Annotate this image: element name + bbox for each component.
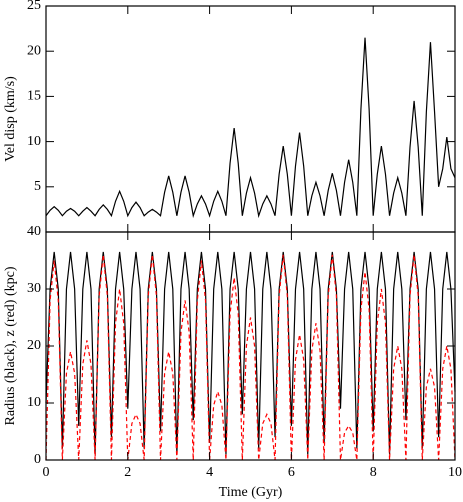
y-tick-label: 15 xyxy=(27,89,41,104)
x-tick-label: 4 xyxy=(206,465,213,480)
x-tick-label: 8 xyxy=(370,465,377,480)
plot-frame xyxy=(45,231,456,461)
y-axis-label: Radius (black), z (red) (kpc) xyxy=(3,266,18,425)
series-line xyxy=(45,254,456,461)
x-axis-label: Time (Gyr) xyxy=(219,485,283,500)
y-tick-label: 20 xyxy=(27,43,41,58)
y-tick-label: 0 xyxy=(34,452,41,467)
y-tick-label: 10 xyxy=(27,395,41,410)
y-axis-label: Vel disp (km/s) xyxy=(3,76,18,162)
series-line xyxy=(45,251,456,455)
y-tick-label: 40 xyxy=(27,224,41,239)
x-tick-label: 0 xyxy=(43,465,50,480)
plot-frame xyxy=(45,5,456,233)
y-tick-label: 5 xyxy=(34,179,41,194)
y-tick-label: 30 xyxy=(27,281,41,296)
x-tick-label: 6 xyxy=(288,465,295,480)
x-tick-label: 10 xyxy=(448,465,462,480)
series-line xyxy=(45,37,456,219)
y-tick-label: 20 xyxy=(27,338,41,353)
y-tick-label: 10 xyxy=(27,134,41,149)
y-tick-label: 25 xyxy=(27,0,41,13)
x-tick-label: 2 xyxy=(124,465,131,480)
